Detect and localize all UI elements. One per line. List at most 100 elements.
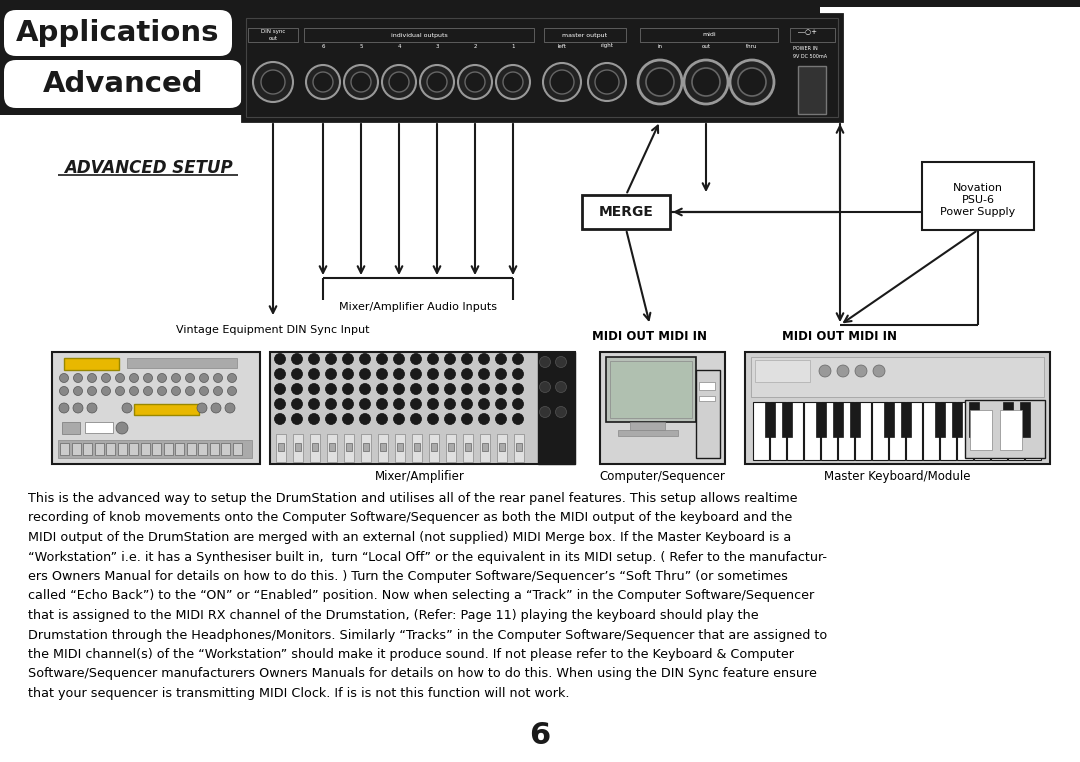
- Bar: [95, 443, 104, 455]
- Text: out: out: [269, 36, 278, 40]
- Circle shape: [377, 414, 388, 424]
- Circle shape: [158, 373, 166, 383]
- Circle shape: [211, 403, 221, 413]
- Circle shape: [325, 399, 337, 409]
- Bar: [940, 402, 956, 460]
- Circle shape: [478, 383, 489, 395]
- Bar: [630, 422, 665, 430]
- Bar: [610, 361, 692, 418]
- Text: Applications: Applications: [16, 19, 219, 47]
- Bar: [753, 402, 769, 460]
- Circle shape: [513, 399, 524, 409]
- Bar: [62, 422, 80, 434]
- Circle shape: [389, 72, 409, 92]
- Bar: [480, 434, 490, 462]
- Text: that your sequencer is transmitting MIDI Clock. If is is not this function will : that your sequencer is transmitting MIDI…: [28, 687, 569, 700]
- Circle shape: [420, 65, 454, 99]
- Bar: [361, 434, 372, 462]
- Circle shape: [342, 369, 353, 379]
- Circle shape: [410, 383, 421, 395]
- Circle shape: [172, 373, 180, 383]
- Bar: [499, 443, 505, 451]
- Bar: [770, 402, 786, 460]
- Circle shape: [73, 386, 82, 395]
- Circle shape: [513, 383, 524, 395]
- Bar: [118, 443, 126, 455]
- Bar: [544, 28, 626, 42]
- Bar: [414, 443, 420, 451]
- Text: Advanced: Advanced: [43, 70, 203, 98]
- Bar: [465, 443, 471, 451]
- Circle shape: [496, 354, 507, 364]
- Bar: [816, 402, 826, 437]
- Circle shape: [59, 403, 69, 413]
- FancyBboxPatch shape: [4, 10, 232, 56]
- Text: Master Keyboard/Module: Master Keyboard/Module: [824, 470, 970, 483]
- Bar: [966, 400, 1045, 458]
- Circle shape: [458, 65, 492, 99]
- Circle shape: [197, 403, 207, 413]
- Circle shape: [360, 414, 370, 424]
- Circle shape: [73, 403, 83, 413]
- Circle shape: [692, 68, 720, 96]
- Bar: [278, 443, 284, 451]
- Bar: [923, 402, 939, 460]
- Bar: [640, 28, 778, 42]
- Circle shape: [428, 414, 438, 424]
- Circle shape: [172, 386, 180, 395]
- Text: MIDI OUT MIDI IN: MIDI OUT MIDI IN: [783, 330, 897, 343]
- Circle shape: [445, 383, 456, 395]
- Bar: [276, 434, 286, 462]
- Circle shape: [200, 373, 208, 383]
- Bar: [397, 443, 403, 451]
- Circle shape: [292, 369, 302, 379]
- Bar: [448, 443, 454, 451]
- Text: Vintage Equipment DIN Sync Input: Vintage Equipment DIN Sync Input: [176, 325, 369, 335]
- Circle shape: [684, 60, 728, 104]
- Bar: [1008, 402, 1024, 460]
- Circle shape: [253, 62, 293, 102]
- Circle shape: [116, 422, 129, 434]
- Bar: [85, 422, 113, 433]
- Text: individual outputs: individual outputs: [391, 33, 447, 37]
- Bar: [497, 434, 507, 462]
- Circle shape: [225, 403, 235, 413]
- Text: PSU-6: PSU-6: [961, 195, 995, 205]
- Text: MIDI output of the DrumStation are merged with an external (not supplied) MIDI M: MIDI output of the DrumStation are merge…: [28, 531, 792, 544]
- Bar: [745, 352, 1050, 464]
- Text: 5: 5: [360, 43, 363, 49]
- Circle shape: [837, 365, 849, 377]
- Text: Mixer/Amplifier Audio Inputs: Mixer/Amplifier Audio Inputs: [339, 302, 497, 312]
- Bar: [64, 358, 119, 370]
- Circle shape: [543, 63, 581, 101]
- Circle shape: [87, 386, 96, 395]
- Text: out: out: [702, 43, 711, 49]
- Bar: [935, 402, 945, 437]
- Circle shape: [130, 386, 138, 395]
- Bar: [395, 434, 405, 462]
- Bar: [295, 443, 301, 451]
- Bar: [312, 443, 318, 451]
- Bar: [957, 402, 973, 460]
- Text: Drumstation through the Headphones/Monitors. Similarly “Tracks” in the Computer : Drumstation through the Headphones/Monit…: [28, 629, 827, 642]
- Bar: [329, 443, 335, 451]
- Circle shape: [116, 386, 124, 395]
- Bar: [821, 402, 837, 460]
- Text: 2: 2: [473, 43, 476, 49]
- Circle shape: [292, 399, 302, 409]
- Circle shape: [393, 383, 405, 395]
- Circle shape: [428, 399, 438, 409]
- Circle shape: [342, 354, 353, 364]
- Circle shape: [59, 373, 68, 383]
- Text: 1: 1: [511, 43, 515, 49]
- Bar: [58, 440, 252, 458]
- Circle shape: [550, 70, 573, 94]
- Circle shape: [445, 354, 456, 364]
- Circle shape: [393, 369, 405, 379]
- Bar: [514, 434, 524, 462]
- Circle shape: [130, 373, 138, 383]
- Bar: [106, 443, 114, 455]
- Bar: [782, 402, 792, 437]
- Circle shape: [730, 60, 774, 104]
- Bar: [765, 402, 775, 437]
